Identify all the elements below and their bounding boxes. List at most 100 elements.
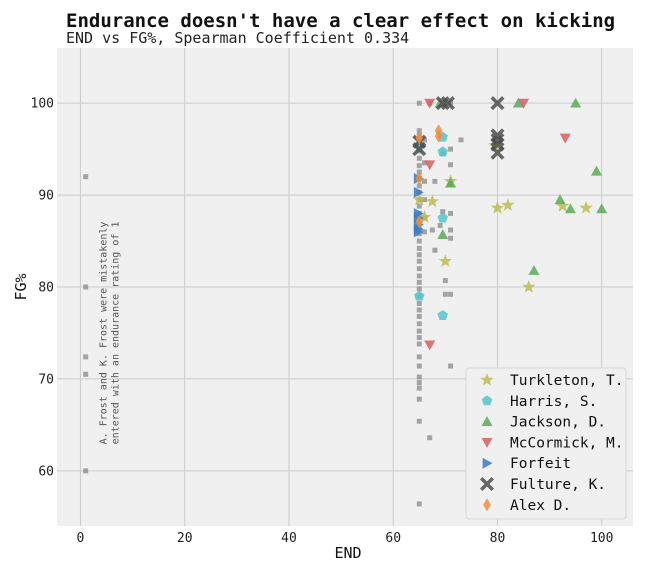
background-point — [448, 162, 454, 168]
legend-marker — [481, 438, 493, 448]
background-point — [416, 380, 422, 386]
background-point — [416, 155, 422, 161]
background-point — [416, 238, 422, 244]
y-tick-label: 100 — [31, 97, 54, 112]
legend-label: Jackson, D. — [510, 415, 606, 431]
series-4-point — [413, 226, 424, 238]
x-axis-label: END — [334, 544, 361, 562]
background-point — [416, 245, 422, 251]
background-point — [442, 291, 448, 297]
background-point — [83, 354, 89, 360]
background-point — [448, 100, 454, 106]
background-point — [427, 435, 433, 441]
series-3-point — [424, 98, 436, 109]
series-1-point — [437, 212, 448, 223]
background-point — [416, 321, 422, 327]
y-axis-label: FG% — [12, 273, 30, 300]
legend: Turkleton, T. Harris, S. Jackson, D. McCorm… — [465, 367, 627, 520]
background-point — [416, 354, 422, 360]
background-point — [421, 197, 427, 203]
legend-marker — [482, 457, 493, 469]
background-point — [448, 146, 454, 152]
x-tick-label: 100 — [590, 531, 613, 546]
series-0-point — [579, 200, 593, 214]
x-tick-label: 20 — [177, 531, 193, 546]
background-point — [440, 209, 446, 215]
background-point — [448, 227, 454, 233]
y-tick-label: 90 — [38, 189, 54, 204]
legend-marker — [481, 416, 493, 426]
series-0-point — [425, 194, 439, 208]
series-0-point — [412, 192, 426, 206]
background-point — [432, 247, 438, 253]
background-point — [416, 374, 422, 380]
background-point — [416, 279, 422, 285]
background-point — [421, 160, 427, 166]
legend-label: Turkleton, T. — [510, 373, 624, 389]
background-point — [416, 418, 422, 424]
background-point — [448, 291, 454, 297]
background-point — [421, 178, 427, 184]
series-3-point — [424, 160, 436, 171]
x-tick-label: 60 — [385, 531, 401, 546]
background-point — [416, 396, 422, 402]
series-2-point — [596, 203, 608, 214]
legend-box — [465, 367, 627, 520]
background-point — [416, 203, 422, 209]
background-point — [429, 227, 435, 233]
series-1-point — [414, 290, 425, 301]
x-tick-label: 0 — [77, 531, 85, 546]
background-point — [416, 128, 422, 134]
annotation: A. Frost and K. Frost were mistakenly ent… — [99, 222, 122, 445]
background-point — [416, 163, 422, 169]
background-point — [416, 100, 422, 106]
legend-marker — [481, 395, 493, 406]
series-0-point — [522, 280, 536, 293]
series-3-point — [559, 133, 571, 144]
series-0-point — [438, 254, 452, 267]
legend-label: McCormick, M. — [510, 435, 624, 451]
series-6-point — [415, 172, 424, 186]
series-5-point — [412, 142, 427, 157]
background-point — [416, 301, 422, 307]
series-2-point — [437, 229, 449, 240]
background-point — [416, 307, 422, 313]
series-5-point — [490, 96, 505, 111]
series-6-point — [434, 129, 443, 143]
y-tick-label: 60 — [38, 464, 54, 479]
series-6-point — [415, 215, 424, 229]
chart-title: Endurance doesn't have a clear effect on… — [66, 10, 616, 32]
series-2-point — [445, 177, 457, 188]
background-point — [83, 174, 89, 180]
y-tick-label: 70 — [38, 372, 54, 387]
series-0-point — [501, 198, 515, 211]
background-point — [416, 328, 422, 334]
series-1-point — [437, 146, 448, 157]
background-point — [437, 222, 443, 228]
background-point — [83, 468, 89, 474]
background-point — [432, 178, 438, 184]
annotation-line: A. Frost and K. Frost were mistakenly — [99, 222, 110, 445]
series-0-point — [490, 200, 505, 214]
series-5-point — [490, 145, 505, 160]
background-point — [416, 286, 422, 292]
series-1-point — [437, 310, 448, 320]
background-point — [416, 363, 422, 369]
series-0-point — [417, 210, 432, 223]
series-5-point — [440, 96, 455, 111]
x-tick-label: 80 — [490, 531, 506, 546]
legend-marker — [480, 477, 494, 491]
series-4-point — [413, 186, 424, 198]
legend-label: Forfeit — [510, 456, 571, 472]
background-point — [416, 252, 422, 258]
series-3-point — [424, 340, 436, 351]
series-points — [412, 96, 608, 351]
background-point — [448, 210, 454, 216]
background-point — [421, 229, 427, 235]
background-point — [416, 183, 422, 189]
series-2-point — [591, 165, 603, 176]
series-6-point — [415, 131, 424, 145]
series-3-point — [518, 98, 530, 109]
chart-subtitle: END vs FG%, Spearman Coefficient 0.334 — [66, 29, 410, 47]
